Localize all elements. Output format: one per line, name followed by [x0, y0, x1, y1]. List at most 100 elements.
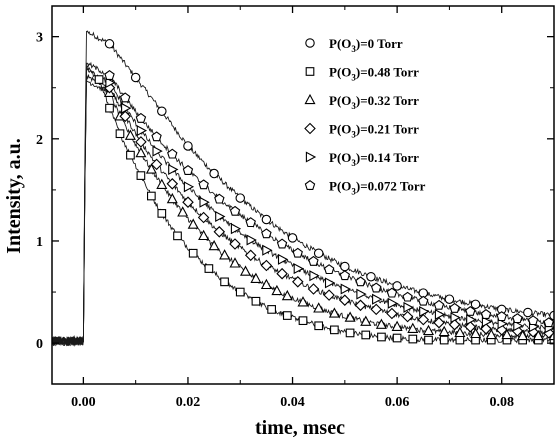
data-point-diamond — [417, 313, 430, 326]
data-point-triangle-up — [156, 178, 168, 189]
data-point-triangle-right — [324, 277, 336, 289]
data-point-square — [188, 248, 198, 258]
data-point-triangle-right — [183, 181, 195, 193]
data-point-square — [115, 129, 125, 139]
data-point-pentagon — [418, 295, 429, 306]
data-point-circle — [470, 299, 481, 310]
data-point-circle — [209, 168, 219, 179]
data-point-square — [439, 335, 449, 345]
data-point-triangle-right — [168, 163, 179, 176]
data-point-circle — [157, 106, 167, 116]
trace-line — [52, 30, 554, 345]
data-point-triangle-right — [434, 308, 446, 321]
data-point-circle — [104, 39, 115, 49]
data-point-diamond — [260, 259, 273, 272]
data-point-diamond — [135, 136, 147, 148]
data-point-square — [330, 325, 339, 335]
data-point-triangle-right — [309, 270, 320, 282]
data-point-triangle-up — [208, 239, 220, 251]
data-point-square — [392, 333, 402, 343]
x-tick-label: 0.04 — [280, 395, 305, 410]
data-point-square — [408, 334, 418, 344]
legend: P(O3)=0 Torr P(O3)=0.48 Torr P(O3)=0.32 To… — [300, 31, 442, 197]
data-point-triangle-up — [229, 257, 241, 268]
data-point-triangle-up — [198, 229, 210, 241]
y-tick-label: 1 — [36, 235, 43, 250]
data-point-triangle-right — [340, 283, 351, 295]
x-tick-label: 0.00 — [71, 395, 96, 410]
data-point-triangle-up — [304, 93, 316, 105]
data-point-pentagon — [527, 315, 539, 326]
data-point-triangle-right — [403, 301, 414, 313]
data-point-diamond — [464, 321, 477, 333]
legend-label: P(O3)=0.32 Torr — [329, 93, 419, 111]
x-tick-label: 0.06 — [385, 395, 410, 410]
data-point-diamond — [401, 310, 414, 323]
data-point-triangle-up — [501, 328, 513, 340]
data-point-triangle-up — [250, 272, 262, 283]
data-point-triangle-right — [450, 312, 461, 324]
data-point-triangle-up — [177, 206, 189, 217]
data-point-diamond — [119, 110, 131, 123]
data-point-pentagon — [323, 264, 335, 275]
data-point-diamond — [307, 283, 320, 295]
data-point-triangle-up — [360, 315, 372, 326]
data-point-triangle-up — [407, 322, 419, 333]
data-point-circle — [261, 214, 272, 225]
data-point-circle — [287, 233, 298, 243]
data-point-circle — [392, 281, 402, 291]
data-point-square — [314, 321, 324, 331]
data-point-square — [345, 328, 355, 338]
data-point-pentagon — [167, 148, 178, 159]
data-point-circle — [444, 294, 455, 304]
data-point-square — [105, 103, 114, 113]
data-point-diamond — [276, 267, 288, 280]
legend-label: P(O3)=0.48 Torr — [329, 65, 419, 83]
data-point-triangle-up — [260, 278, 272, 290]
data-point-diamond — [339, 294, 351, 306]
data-point-pentagon — [276, 238, 288, 249]
data-point-triangle-up — [219, 249, 231, 260]
trace-line — [52, 65, 554, 346]
data-point-pentagon — [543, 317, 554, 328]
data-point-triangle-right — [372, 293, 383, 305]
data-point-pentagon — [308, 255, 319, 266]
x-tick-label: 0.02 — [176, 395, 201, 410]
data-point-diamond — [386, 307, 398, 320]
data-point-square — [455, 335, 465, 345]
data-point-triangle-up — [517, 329, 529, 341]
data-point-diamond — [244, 249, 257, 262]
data-point-pentagon — [480, 309, 492, 319]
data-point-triangle-up — [239, 265, 252, 276]
data-point-triangle-up — [454, 326, 466, 338]
data-point-pentagon — [433, 299, 445, 310]
data-point-triangle-up — [470, 327, 482, 339]
data-point-pentagon — [304, 180, 316, 190]
data-point-triangle-up — [532, 329, 544, 341]
data-point-pentagon — [151, 131, 162, 142]
data-point-pentagon — [292, 247, 303, 258]
data-point-triangle-right — [105, 77, 116, 89]
data-point-diamond — [213, 226, 226, 238]
data-point-triangle-right — [199, 196, 210, 208]
data-point-square — [377, 332, 386, 342]
plot-content — [52, 30, 554, 347]
data-point-triangle-up — [344, 311, 356, 322]
data-point-triangle-right — [387, 297, 399, 309]
data-point-circle — [305, 38, 315, 48]
data-point-triangle-right — [246, 234, 257, 246]
data-point-triangle-up — [375, 318, 387, 329]
data-point-square — [136, 171, 146, 180]
data-point-diamond — [182, 196, 194, 208]
data-point-pentagon — [198, 179, 209, 190]
plot-frame — [51, 5, 555, 385]
data-point-square — [251, 296, 261, 306]
legend-label: P(O3)=0.072 Torr — [329, 179, 426, 197]
data-point-pentagon — [104, 70, 115, 80]
data-point-triangle-right — [215, 210, 226, 223]
data-point-pentagon — [339, 270, 351, 281]
data-point-pentagon — [261, 228, 272, 239]
y-tick-label: 3 — [36, 31, 43, 46]
data-point-square — [282, 311, 292, 320]
